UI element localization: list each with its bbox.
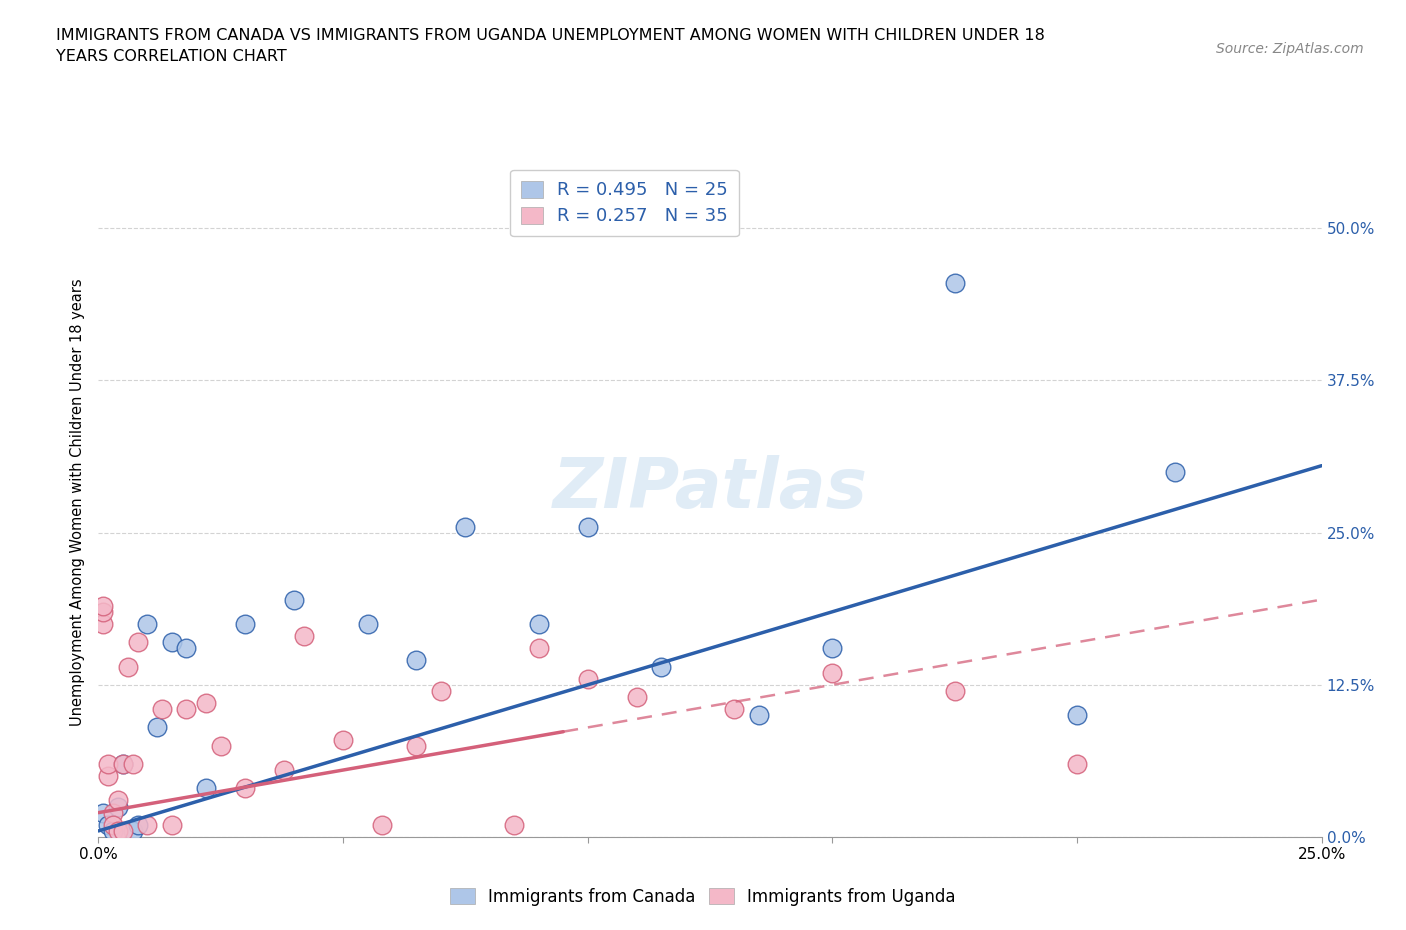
Point: [91, 598, 114, 613]
Point: [503, 817, 526, 832]
Point: [650, 659, 672, 674]
Point: [943, 684, 966, 698]
Text: ZIPatlas: ZIPatlas: [553, 456, 868, 523]
Point: [233, 617, 256, 631]
Point: [273, 763, 295, 777]
Point: [176, 702, 198, 717]
Point: [127, 817, 149, 832]
Point: [371, 817, 394, 832]
Point: [107, 823, 129, 838]
Y-axis label: Unemployment Among Women with Children Under 18 years: Unemployment Among Women with Children U…: [70, 278, 86, 726]
Point: [101, 823, 124, 838]
Point: [195, 696, 218, 711]
Point: [121, 756, 143, 771]
Point: [101, 817, 124, 832]
Point: [943, 275, 966, 290]
Legend: Immigrants from Canada, Immigrants from Uganda: Immigrants from Canada, Immigrants from …: [443, 881, 963, 912]
Point: [91, 617, 114, 631]
Point: [1066, 756, 1088, 771]
Point: [107, 799, 129, 814]
Point: [723, 702, 745, 717]
Point: [576, 519, 599, 534]
Point: [209, 738, 232, 753]
Point: [121, 823, 143, 838]
Point: [146, 720, 169, 735]
Point: [111, 823, 134, 838]
Point: [91, 805, 114, 820]
Point: [195, 781, 218, 796]
Point: [101, 805, 124, 820]
Point: [97, 769, 120, 784]
Point: [527, 617, 550, 631]
Point: [136, 617, 159, 631]
Point: [1066, 708, 1088, 723]
Point: [176, 641, 198, 656]
Point: [97, 817, 120, 832]
Point: [332, 732, 354, 747]
Point: [626, 689, 648, 704]
Point: [127, 635, 149, 650]
Point: [748, 708, 770, 723]
Point: [1164, 464, 1187, 479]
Point: [430, 684, 453, 698]
Point: [160, 635, 183, 650]
Point: [150, 702, 173, 717]
Point: [117, 659, 139, 674]
Point: [405, 653, 427, 668]
Point: [405, 738, 427, 753]
Point: [356, 617, 378, 631]
Point: [233, 781, 256, 796]
Point: [111, 756, 134, 771]
Text: Source: ZipAtlas.com: Source: ZipAtlas.com: [1216, 42, 1364, 56]
Point: [292, 629, 315, 644]
Point: [283, 592, 305, 607]
Point: [136, 817, 159, 832]
Point: [454, 519, 477, 534]
Point: [821, 665, 844, 680]
Point: [107, 793, 129, 808]
Point: [821, 641, 844, 656]
Point: [576, 671, 599, 686]
Text: IMMIGRANTS FROM CANADA VS IMMIGRANTS FROM UGANDA UNEMPLOYMENT AMONG WOMEN WITH C: IMMIGRANTS FROM CANADA VS IMMIGRANTS FRO…: [56, 28, 1045, 64]
Point: [160, 817, 183, 832]
Point: [97, 756, 120, 771]
Legend: R = 0.495   N = 25, R = 0.257   N = 35: R = 0.495 N = 25, R = 0.257 N = 35: [510, 170, 738, 236]
Point: [527, 641, 550, 656]
Point: [111, 756, 134, 771]
Point: [91, 604, 114, 619]
